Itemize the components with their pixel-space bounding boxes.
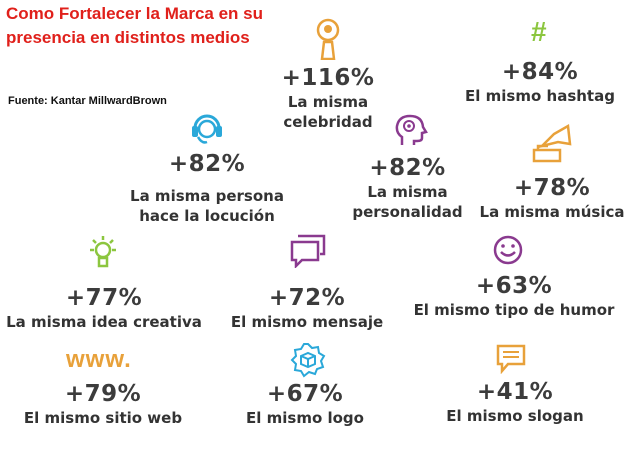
hashtag-value: +84% [501,59,579,85]
head-gear-icon [395,114,428,145]
voice-value: +82% [168,151,246,177]
item-music: +78% La misma música [472,174,632,222]
item-web: +79% El mismo sitio web [18,380,188,428]
voice-label-2: hace la locución [139,207,275,225]
humor-label: El mismo tipo de humor [413,301,615,319]
slogan-value: +41% [476,379,554,405]
logo-label: El mismo logo [246,409,364,427]
hashtag-label: El mismo hashtag [465,87,615,105]
gramophone-icon [532,123,572,163]
music-value: +78% [513,175,591,201]
music-label: La misma música [479,203,625,221]
item-celebrity: +116% La misma celebridad [262,64,394,132]
celebrity-label-2: celebridad [283,113,373,131]
page-title: Como Fortalecer la Marca en su presencia… [6,4,263,47]
source-note: Fuente: Kantar MillwardBrown [8,95,167,107]
speech-bubble-icon [496,344,526,374]
headset-person-icon [192,114,222,144]
personality-label-1: La misma [367,183,448,201]
item-creative: +77% La misma idea creativa [0,284,208,332]
web-label: El mismo sitio web [23,409,183,427]
message-label: El mismo mensaje [230,313,384,331]
creative-label: La misma idea creativa [6,313,202,331]
web-value: +79% [64,381,142,407]
cube-logo-icon [290,343,326,378]
item-message: +72% El mismo mensaje [222,284,392,332]
personality-value: +82% [369,155,446,181]
item-personality: +82% La misma personalidad [340,154,475,222]
creative-value: +77% [65,285,143,311]
www-icon: www. [66,346,132,373]
personality-label-2: personalidad [352,203,463,221]
item-logo: +67% El mismo logo [230,380,380,428]
item-slogan: +41% El mismo slogan [430,378,600,426]
hashtag-icon: # [531,16,547,47]
item-hashtag: +84% El mismo hashtag [455,58,625,106]
voice-label-1: La misma persona [130,187,284,205]
slogan-label: El mismo slogan [446,407,584,425]
lightbulb-icon [90,236,116,268]
celebrity-value: +116% [281,65,375,91]
item-voice: +82% La misma persona hace la locución [118,150,296,226]
microphone-person-icon [316,18,340,60]
smiley-icon [493,235,523,265]
chat-bubbles-icon [290,234,326,268]
message-value: +72% [268,285,346,311]
logo-value: +67% [266,381,344,407]
humor-value: +63% [475,273,553,299]
item-humor: +63% El mismo tipo de humor [404,272,624,320]
celebrity-label-1: La misma [287,93,369,111]
